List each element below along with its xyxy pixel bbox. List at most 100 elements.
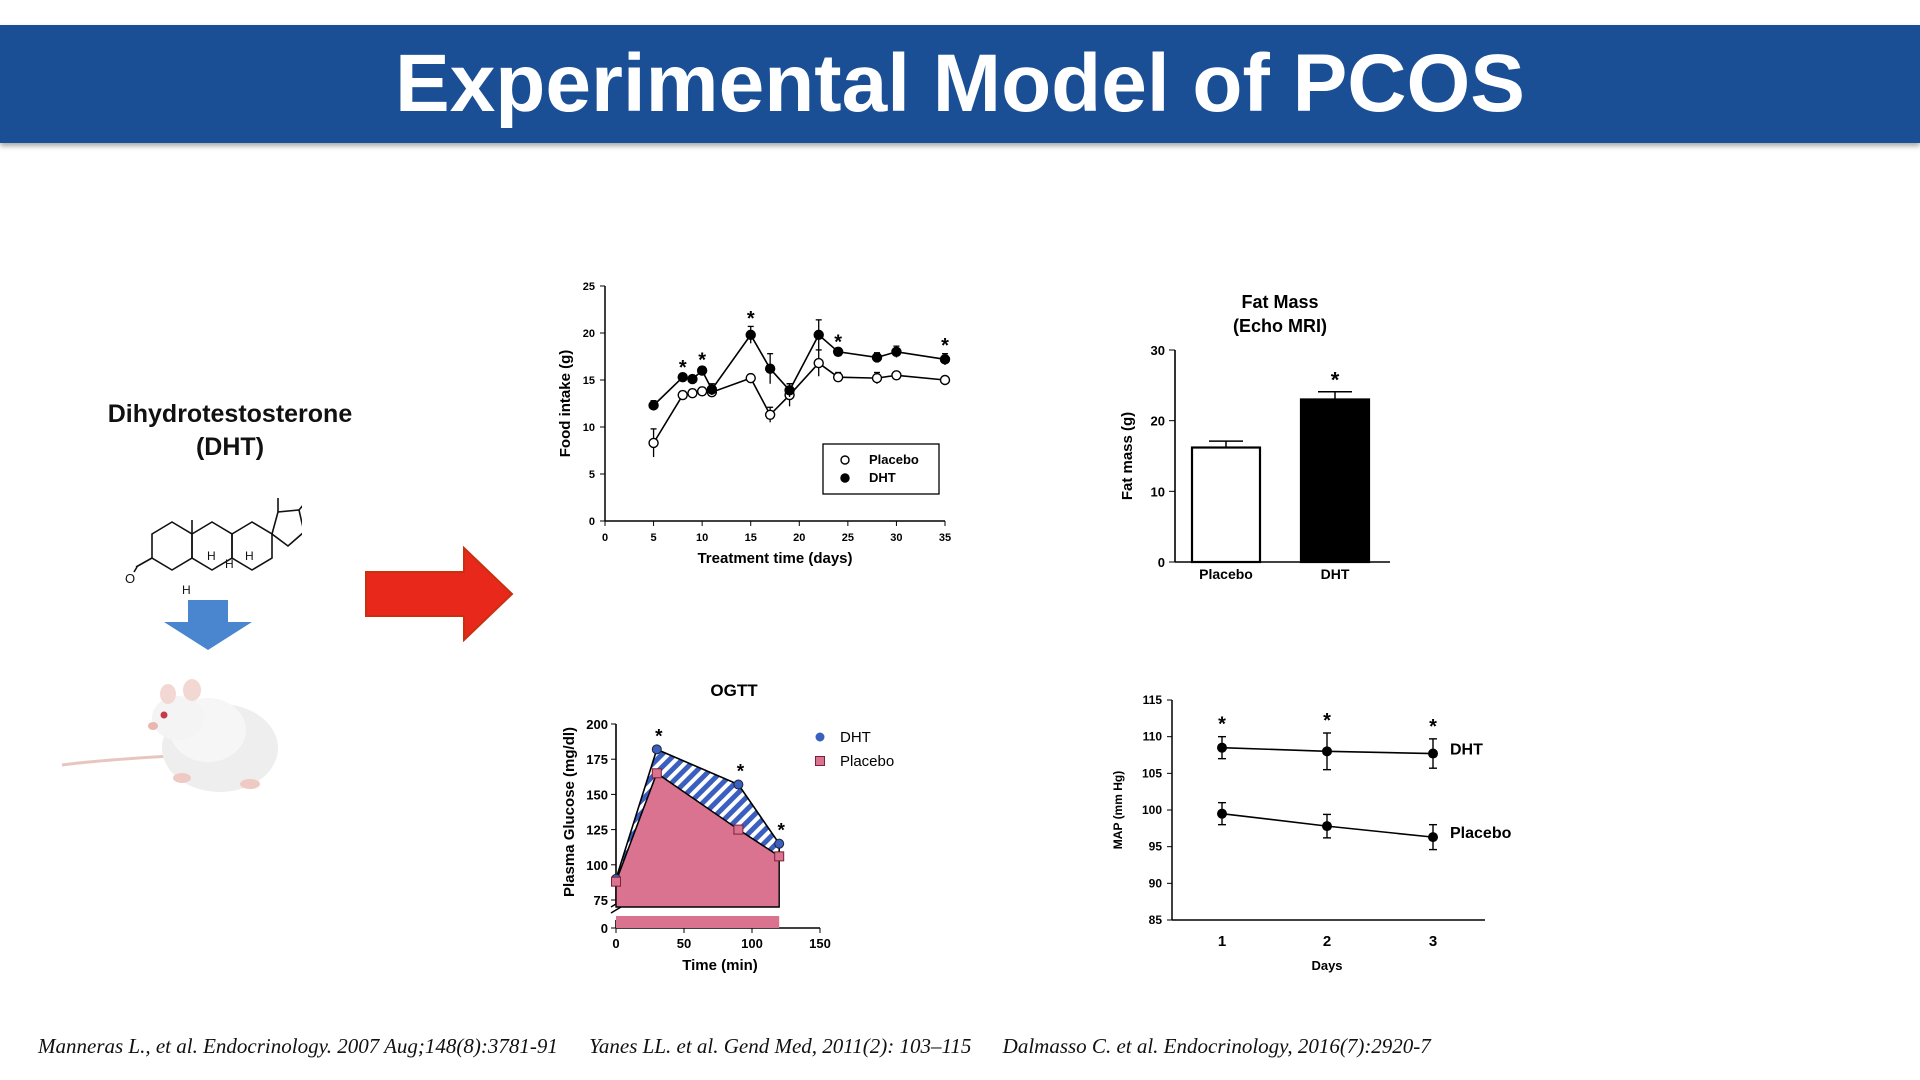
- data-point-placebo: [687, 387, 698, 399]
- y-tick-label: 10: [1151, 484, 1165, 499]
- y-tick-label: 105: [1142, 766, 1162, 780]
- x-tick-label: 100: [741, 936, 763, 951]
- data-point-placebo: [1217, 808, 1227, 819]
- y-tick-label: 150: [586, 787, 608, 802]
- x-tick-label: 35: [939, 532, 951, 544]
- compound-name: Dihydrotestosterone: [107, 400, 353, 428]
- data-point-placebo: [891, 370, 902, 381]
- data-point-dht: [1322, 746, 1332, 757]
- x-tick-label: 15: [745, 532, 757, 544]
- significance-star: *: [1218, 714, 1226, 736]
- data-point-placebo: [733, 824, 744, 835]
- significance-star: *: [1323, 710, 1331, 732]
- x-tick-label: 0: [602, 532, 608, 544]
- legend-box: [822, 443, 940, 495]
- title-bar: Experimental Model of PCOS: [0, 25, 1920, 143]
- y-axis-label: Fat mass (g): [1119, 412, 1136, 500]
- data-point-placebo: [696, 386, 708, 397]
- chart-title: Fat Mass: [1241, 292, 1318, 312]
- legend-marker: [840, 473, 850, 483]
- data-point-placebo: [611, 876, 621, 887]
- data-point-placebo: [774, 851, 785, 862]
- legend-marker-placebo: [815, 756, 825, 766]
- x-tick-label: 20: [793, 532, 805, 544]
- x-tick-label: 150: [809, 936, 831, 951]
- x-tick-label: Placebo: [1199, 566, 1253, 582]
- data-point-dht: [745, 329, 756, 341]
- data-point-placebo: [651, 768, 662, 779]
- significance-star: *: [1331, 368, 1340, 393]
- y-tick-label: 100: [586, 858, 608, 873]
- data-point-dht: [648, 400, 659, 411]
- data-point-placebo: [1428, 832, 1438, 843]
- y-tick-label: 85: [1149, 913, 1163, 927]
- data-point-dht: [813, 329, 824, 341]
- legend-marker: [840, 455, 850, 465]
- right-arrow-icon: [365, 546, 514, 642]
- legend-label: Placebo: [869, 452, 919, 467]
- y-tick-label: 30: [1151, 343, 1165, 358]
- y-tick-label: 125: [586, 823, 608, 838]
- data-point-dht: [677, 371, 688, 383]
- y-axis-label: Plasma Glucose (mg/dl): [561, 727, 578, 897]
- slide-title: Experimental Model of PCOS: [395, 38, 1525, 129]
- oxygen-label: O: [125, 571, 135, 586]
- data-point-dht: [764, 363, 776, 374]
- citations: Manneras L., et al. Endocrinology. 2007 …: [38, 1034, 1898, 1059]
- hydrogen-label-4: H: [182, 583, 191, 597]
- y-tick-label: 200: [586, 717, 608, 732]
- placebo-area-lower: [616, 916, 780, 928]
- data-point-dht: [784, 385, 795, 396]
- data-point-placebo: [648, 437, 659, 449]
- food-intake-chart: 0 5 10 15 20 25 0 5 10 15 20 25 30 35 Treatment time (…: [557, 281, 951, 567]
- significance-star: *: [1429, 716, 1437, 738]
- y-tick-label: 5: [589, 469, 595, 481]
- data-point-dht: [871, 352, 883, 363]
- x-tick-label: 5: [651, 532, 657, 544]
- y-tick-label: 0: [1158, 555, 1165, 570]
- data-point-placebo: [871, 372, 883, 384]
- y-tick-label: 115: [1143, 693, 1163, 707]
- x-tick-label: 2: [1323, 933, 1331, 950]
- y-axis-label: Food intake (g): [557, 350, 574, 458]
- y-tick-label: 10: [583, 422, 595, 434]
- chart-title: OGTT: [710, 681, 758, 700]
- data-point-dht: [651, 744, 662, 755]
- data-point-placebo: [764, 409, 776, 420]
- hydrogen-label-3: H: [245, 549, 254, 563]
- significance-star: *: [698, 349, 706, 371]
- bar-dht: [1299, 398, 1371, 564]
- data-point-placebo: [745, 372, 756, 384]
- significance-star: *: [747, 308, 755, 330]
- data-point-placebo: [813, 357, 824, 369]
- hydrogen-label-1: H: [207, 549, 216, 563]
- map-chart: 85 90 95 100 105 110 115 1 2 3 Days MAP (mm Hg) DHT P…: [1111, 693, 1512, 973]
- x-tick-label: 50: [677, 936, 691, 951]
- data-point-dht: [733, 779, 744, 790]
- y-tick-label: 110: [1143, 730, 1163, 744]
- data-point-dht: [891, 346, 902, 358]
- series-label-placebo: Placebo: [1450, 825, 1512, 842]
- y-tick-label: 15: [583, 375, 595, 387]
- data-point-dht: [696, 365, 708, 376]
- citation-2: Yanes LL. et al. Gend Med, 2011(2): 103–…: [589, 1034, 972, 1058]
- y-tick-label: 25: [583, 281, 595, 293]
- ogtt-chart: OGTT 0 75 100 125 150 175 200 0 50 100 150 Time (min…: [561, 681, 894, 974]
- significance-star: *: [655, 726, 663, 747]
- x-axis-label: Time (min): [682, 957, 758, 974]
- down-arrow-icon: [164, 600, 252, 650]
- dht-molecule-diagram: O OH H H H H: [125, 498, 302, 597]
- x-tick-label: 3: [1429, 933, 1437, 950]
- x-tick-label: 0: [612, 936, 619, 951]
- significance-star: *: [679, 357, 687, 379]
- significance-star: *: [777, 821, 785, 842]
- x-axis-label: Days: [1311, 958, 1342, 973]
- data-point-placebo: [939, 374, 951, 386]
- x-tick-label: 25: [842, 532, 854, 544]
- data-point-dht: [1217, 742, 1227, 753]
- axis-break-mark: [610, 906, 622, 914]
- y-tick-label: 95: [1149, 840, 1163, 854]
- y-tick-label: 0: [601, 921, 608, 936]
- y-tick-label: 75: [594, 893, 608, 908]
- x-tick-label: 1: [1218, 933, 1226, 950]
